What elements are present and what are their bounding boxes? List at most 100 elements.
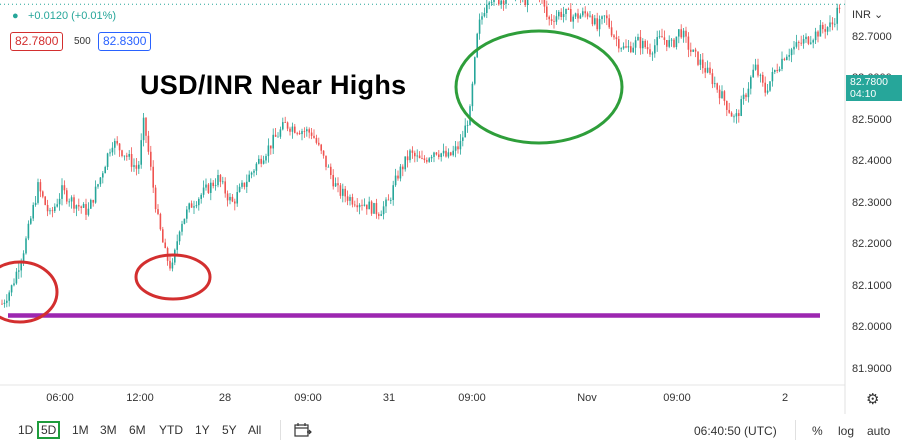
- x-axis-tick-label: 09:00: [458, 392, 486, 404]
- candle-body: [32, 204, 34, 219]
- candle-body: [642, 40, 644, 49]
- auto-scale-toggle[interactable]: auto: [867, 424, 891, 438]
- candle-body: [13, 283, 15, 286]
- candle-body: [22, 253, 25, 262]
- candle-body: [265, 156, 267, 161]
- calendar-range-icon[interactable]: [294, 422, 312, 443]
- candle-body: [250, 172, 253, 175]
- candle-body: [764, 82, 766, 93]
- candle-body: [126, 155, 128, 157]
- candle-body: [118, 143, 121, 151]
- price-chart[interactable]: [0, 0, 902, 414]
- timeframe-1y[interactable]: 1Y: [195, 423, 210, 437]
- candle-body: [798, 42, 800, 43]
- currency-selector[interactable]: INR ⌄: [852, 8, 883, 21]
- candle-body: [450, 152, 452, 156]
- candle-body: [735, 113, 738, 117]
- candle-body: [430, 156, 433, 159]
- candle-body: [620, 48, 622, 50]
- candle-body: [274, 134, 277, 137]
- candle-body: [241, 182, 243, 187]
- candle-body: [625, 46, 627, 48]
- percent-scale-toggle[interactable]: %: [812, 424, 823, 438]
- candle-body: [394, 175, 397, 186]
- candle-body: [315, 137, 318, 143]
- x-axis-tick-label: Nov: [577, 392, 597, 404]
- candle-body: [162, 229, 164, 243]
- candle-body: [694, 49, 697, 52]
- candle-body: [754, 64, 757, 70]
- candle-body: [99, 177, 102, 185]
- candle-body: [234, 201, 236, 204]
- candle-body: [277, 136, 279, 138]
- candle-body: [10, 285, 13, 293]
- candle-body: [147, 135, 150, 152]
- candle-body: [306, 129, 308, 132]
- timeframe-1m[interactable]: 1M: [72, 423, 89, 437]
- candle-body: [766, 90, 769, 93]
- timeframe-1d[interactable]: 1D: [18, 423, 34, 437]
- candle-body: [783, 58, 786, 60]
- candle-body: [358, 204, 361, 208]
- candle-body: [106, 153, 109, 167]
- candle-body: [675, 36, 678, 47]
- ask-price-button[interactable]: 82.8300: [98, 32, 152, 51]
- candle-body: [615, 37, 618, 40]
- candle-body: [51, 210, 54, 212]
- candle-body: [308, 129, 310, 133]
- candle-body: [212, 182, 214, 186]
- utc-clock[interactable]: 06:40:50 (UTC): [694, 424, 777, 438]
- candle-body: [205, 184, 207, 188]
- candle-body: [68, 201, 70, 203]
- gear-icon[interactable]: ⚙: [866, 391, 880, 408]
- candle-body: [286, 122, 289, 129]
- chevron-down-icon: ⌄: [874, 9, 884, 21]
- candle-body: [740, 99, 742, 116]
- candle-body: [63, 185, 66, 191]
- highs-circle[interactable]: [454, 29, 624, 145]
- candle-body: [150, 151, 152, 167]
- timeframe-6m[interactable]: 6M: [129, 423, 146, 437]
- candle-body: [591, 15, 594, 25]
- log-scale-toggle[interactable]: log: [838, 424, 855, 438]
- candle-body: [222, 181, 224, 183]
- candle-body: [231, 196, 234, 202]
- candle-body: [6, 300, 8, 303]
- timeframe-ytd[interactable]: YTD: [159, 423, 183, 437]
- candle-body: [399, 166, 402, 179]
- bid-price-button[interactable]: 82.7800: [10, 32, 64, 51]
- candle-body: [54, 206, 56, 212]
- candle-body: [762, 74, 764, 83]
- candle-body: [502, 0, 505, 4]
- candle-body: [651, 53, 654, 55]
- candle-body: [423, 158, 426, 161]
- candle-body: [728, 109, 730, 113]
- candle-body: [200, 194, 202, 199]
- candle-body: [526, 0, 529, 5]
- support-circle-middle[interactable]: [134, 253, 212, 301]
- candle-body: [27, 223, 30, 239]
- x-axis-tick-label: 09:00: [663, 392, 691, 404]
- candle-body: [145, 117, 147, 136]
- candle-body: [133, 165, 135, 167]
- candle-body: [116, 140, 118, 144]
- candle-body: [49, 210, 51, 212]
- timeframe-all[interactable]: All: [248, 423, 262, 437]
- timeframe-5d[interactable]: 5D: [37, 421, 61, 439]
- candle-body: [606, 15, 608, 19]
- candle-body: [584, 11, 586, 14]
- candle-body: [560, 11, 562, 18]
- market-status-dot: ●: [12, 10, 19, 22]
- candle-body: [654, 45, 656, 54]
- candle-body: [586, 13, 589, 17]
- candle-body: [771, 72, 774, 82]
- candle-body: [718, 89, 721, 99]
- candle-body: [567, 8, 570, 10]
- candle-body: [644, 40, 646, 48]
- candle-body: [673, 39, 675, 47]
- timeframe-3m[interactable]: 3M: [100, 423, 117, 437]
- timeframe-5y[interactable]: 5Y: [222, 423, 237, 437]
- candle-body: [721, 91, 723, 99]
- candle-body: [774, 70, 776, 73]
- support-circle-left[interactable]: [0, 260, 59, 324]
